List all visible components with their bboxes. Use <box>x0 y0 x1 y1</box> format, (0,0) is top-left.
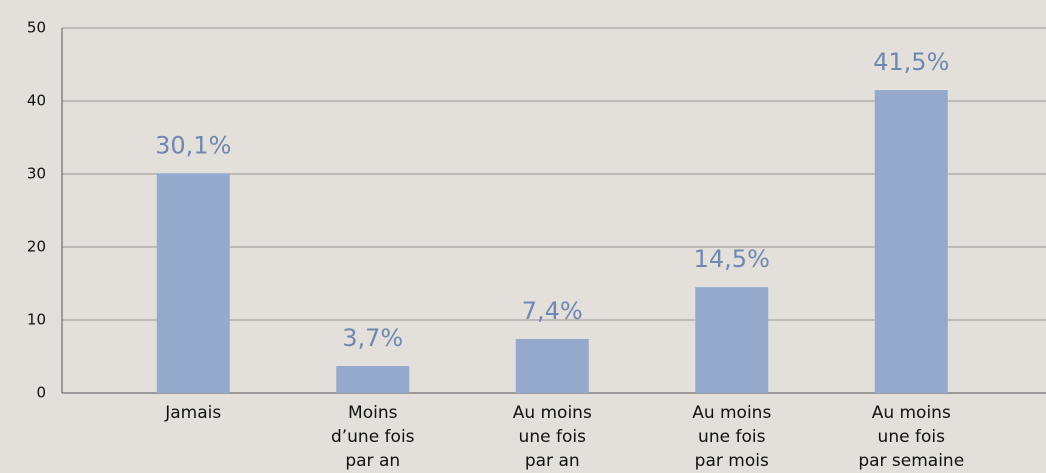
x-tick-label: Moins d’une fois par an <box>330 403 415 471</box>
bar <box>336 365 410 393</box>
value-label: 3,7% <box>342 324 403 352</box>
value-label: 14,5% <box>694 245 770 273</box>
y-tick-label: 10 <box>27 311 46 329</box>
y-tick-label: 0 <box>36 384 46 402</box>
bar <box>874 90 948 394</box>
y-tick-label: 40 <box>27 92 46 110</box>
x-tick-label: Au moins une fois par an <box>512 403 592 471</box>
y-tick-label: 50 <box>27 19 46 37</box>
y-tick-label: 20 <box>27 238 46 256</box>
x-tick-label: Jamais <box>165 403 222 423</box>
bar <box>515 338 589 393</box>
y-tick-label: 30 <box>27 165 46 183</box>
x-tick-label: Au moins une fois par semaine <box>858 403 965 471</box>
value-label: 7,4% <box>522 297 583 325</box>
x-tick-label: Au moins une fois par mois <box>692 403 772 471</box>
bar <box>156 173 230 393</box>
bar <box>695 287 769 393</box>
value-label: 30,1% <box>155 131 231 159</box>
value-label: 41,5% <box>873 48 949 76</box>
